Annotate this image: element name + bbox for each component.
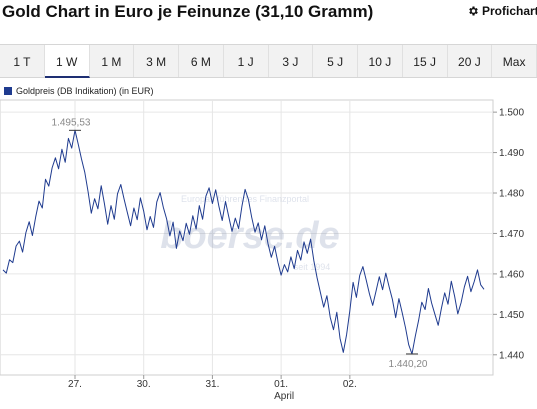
gold-price-line [2,129,485,355]
x-tick-label: 01. [274,379,288,390]
x-tick-label: 02. [343,379,357,390]
profichart-label: Profichart [482,4,537,18]
watermark-tagline: Europas führendes Finanzportal [181,194,309,204]
x-tick-label: 31. [205,379,219,390]
chart-legend: Goldpreis (DB Indikation) (in EUR) [4,86,154,96]
legend-label: Goldpreis (DB Indikation) (in EUR) [16,86,154,96]
x-tick-label: 27. [68,379,82,390]
page-title: Gold Chart in Euro je Feinunze (31,10 Gr… [2,2,374,21]
tab-20-j[interactable]: 20 J [448,45,493,77]
x-sublabel: April [274,391,294,402]
profichart-link[interactable]: Profichart [467,4,537,18]
y-tick-label: 1.490 [499,148,524,159]
tab-6-m[interactable]: 6 M [179,45,224,77]
y-tick-label: 1.470 [499,229,524,240]
y-tick-label: 1.480 [499,189,524,200]
tab-15-j[interactable]: 15 J [403,45,448,77]
legend-swatch [4,87,12,95]
tab-3-j[interactable]: 3 J [269,45,314,77]
watermark-brand: boerse.de [160,215,340,257]
tab-10-j[interactable]: 10 J [358,45,403,77]
boerse-watermark: Europas führendes Finanzportal boerse.de s… [160,194,340,272]
y-tick-label: 1.450 [499,310,524,321]
gear-icon [469,6,478,16]
y-tick-label: 1.500 [499,108,524,119]
tab-1-t[interactable]: 1 T [0,45,45,77]
tab-5-j[interactable]: 5 J [313,45,358,77]
low-label: 1.440,20 [389,359,428,370]
watermark-since: seit 1994 [294,262,331,272]
y-tick-label: 1.460 [499,269,524,280]
tab-1-j[interactable]: 1 J [224,45,269,77]
tab-3-m[interactable]: 3 M [134,45,179,77]
tab-1-w[interactable]: 1 W [44,45,90,78]
tab-1-m[interactable]: 1 M [90,45,135,77]
x-tick-label: 30. [137,379,151,390]
plot-frame [0,99,494,376]
y-tick-label: 1.440 [499,350,524,361]
high-label: 1.495,53 [52,117,91,128]
